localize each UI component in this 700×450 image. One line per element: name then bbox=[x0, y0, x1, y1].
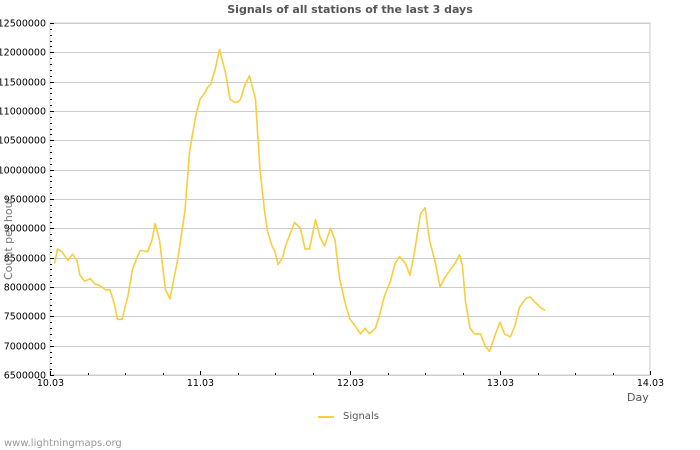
x-tick-label: 13.03 bbox=[487, 378, 514, 389]
y-axis-label: Count per hour bbox=[2, 196, 15, 280]
y-tick-label: 10500000 bbox=[0, 136, 46, 147]
chart-title: Signals of all stations of the last 3 da… bbox=[227, 3, 473, 16]
y-tick-label: 7500000 bbox=[4, 312, 46, 323]
y-tick-label: 9500000 bbox=[4, 195, 46, 206]
legend-line-icon bbox=[318, 415, 334, 418]
x-tick-label: 11.03 bbox=[187, 378, 214, 389]
y-tick-label: 12500000 bbox=[0, 19, 46, 30]
y-tick-label: 8500000 bbox=[4, 254, 46, 265]
y-tick-label: 11000000 bbox=[0, 107, 46, 118]
x-tick-label: 10.03 bbox=[37, 378, 64, 389]
series-line-signals bbox=[53, 48, 546, 353]
y-tick-label: 7000000 bbox=[4, 342, 46, 353]
y-tick-label: 6500000 bbox=[4, 371, 46, 382]
y-tick-label: 10000000 bbox=[0, 166, 46, 177]
x-tick-label: 14.03 bbox=[637, 378, 664, 389]
y-tick-label: 8000000 bbox=[4, 283, 46, 294]
x-axis-label: Day bbox=[627, 391, 649, 404]
y-tick-label: 12000000 bbox=[0, 48, 46, 59]
y-tick-label: 9000000 bbox=[4, 224, 46, 235]
legend-label-signals: Signals bbox=[343, 411, 379, 422]
y-tick-label: 11500000 bbox=[0, 78, 46, 89]
credit-text: www.lightningmaps.org bbox=[4, 438, 122, 449]
x-tick-label: 12.03 bbox=[337, 378, 364, 389]
legend: Signals bbox=[318, 411, 379, 422]
